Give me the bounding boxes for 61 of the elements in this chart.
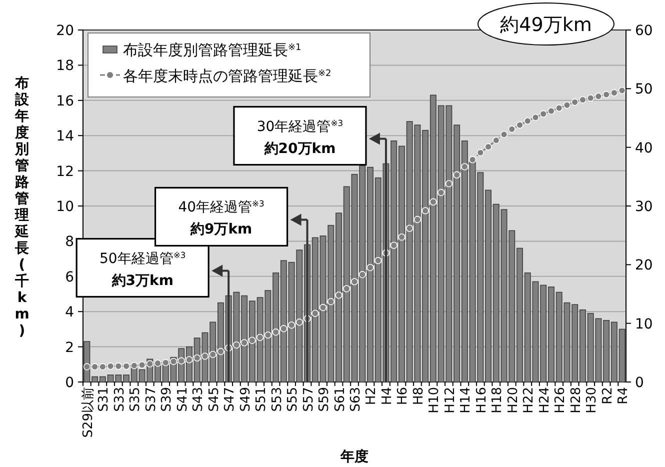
y-tick-label: 18 — [56, 58, 74, 74]
x-tick-label: H20 — [506, 387, 521, 414]
x-tick-label: H16 — [474, 387, 490, 414]
x-tick-label: S51 — [254, 387, 270, 412]
x-tick-label: S55 — [286, 387, 301, 412]
x-tick-label: S45 — [206, 387, 222, 412]
x-tick-label: S61 — [332, 387, 348, 412]
x-tick-label: H2 — [364, 387, 380, 406]
y-tick-label: 8 — [65, 234, 74, 250]
text: 30年経過管$^{※3}$ 約20万km — [256, 118, 344, 157]
y2-tick-label: 40 — [635, 140, 653, 156]
y-tick-label: 14 — [56, 128, 74, 145]
x-tick-label: S57 — [301, 387, 316, 412]
y2-tick-label: 20 — [635, 258, 653, 274]
x-tick-label: H14 — [458, 387, 474, 414]
y-tick-label: 16 — [56, 93, 74, 110]
x-tick-label: S47 — [222, 387, 238, 412]
x-tick-label: S33 — [112, 387, 128, 412]
x-tick-label: H28 — [568, 387, 584, 414]
y2-tick-label: 30 — [635, 199, 653, 215]
x-tick-label: S31 — [96, 387, 112, 412]
x-tick-label: S49 — [238, 387, 254, 412]
text: 50年経過管$^{※3}$ 約3万km — [99, 250, 186, 289]
y2-tick-label: 50 — [635, 82, 653, 98]
x-tick-label: S39 — [160, 387, 175, 412]
x-tick-label: H4 — [380, 387, 395, 406]
x-tick-label: S35 — [128, 387, 144, 412]
y-tick-label: 0 — [65, 375, 74, 391]
x-tick-label: H8 — [411, 387, 426, 406]
y-tick-label: 6 — [65, 269, 74, 286]
x-tick-label: H22 — [522, 387, 537, 414]
y-tick-label: 4 — [65, 304, 74, 321]
legend-label: 各年度末時点の管路管理延長$^{※2}$ — [123, 67, 332, 85]
x-tick-label: S29以前 — [80, 387, 96, 438]
x-tick-label: S37 — [144, 387, 159, 412]
y2-tick-label: 60 — [635, 23, 653, 39]
text: 布設年度別管路管理延長(千km) — [14, 75, 30, 339]
y-tick-label: 12 — [56, 164, 74, 180]
annotation: 約49万km — [500, 14, 592, 36]
x-tick-label: S41 — [175, 387, 190, 412]
x-tick-label: S43 — [191, 387, 206, 412]
x-tick-label: R2 — [600, 387, 616, 404]
x-tick-label: H24 — [537, 387, 552, 414]
x-tick-label: S63 — [348, 387, 364, 412]
x-tick-label: S59 — [317, 387, 332, 412]
x-axis-title: 年度 — [340, 448, 368, 465]
x-tick-label: H18 — [490, 387, 506, 414]
y-tick-label: 2 — [65, 340, 74, 356]
y-tick-label: 20 — [56, 23, 74, 39]
legend-label: 布設年度別管路管理延長$^{※1}$ — [123, 41, 302, 59]
x-tick-label: S53 — [270, 387, 285, 412]
y2-tick-label: 0 — [635, 375, 644, 391]
x-tick-label: H30 — [584, 387, 600, 414]
x-tick-label: H6 — [396, 387, 411, 406]
y2-tick-label: 10 — [635, 316, 653, 332]
x-tick-label: H10 — [427, 387, 442, 414]
x-tick-label: H12 — [442, 387, 458, 414]
x-tick-label: R4 — [616, 387, 632, 404]
x-tick-label: H26 — [553, 387, 568, 414]
y-tick-label: 10 — [56, 199, 74, 215]
text: 40年経過管$^{※3}$ 約9万km — [178, 198, 264, 238]
